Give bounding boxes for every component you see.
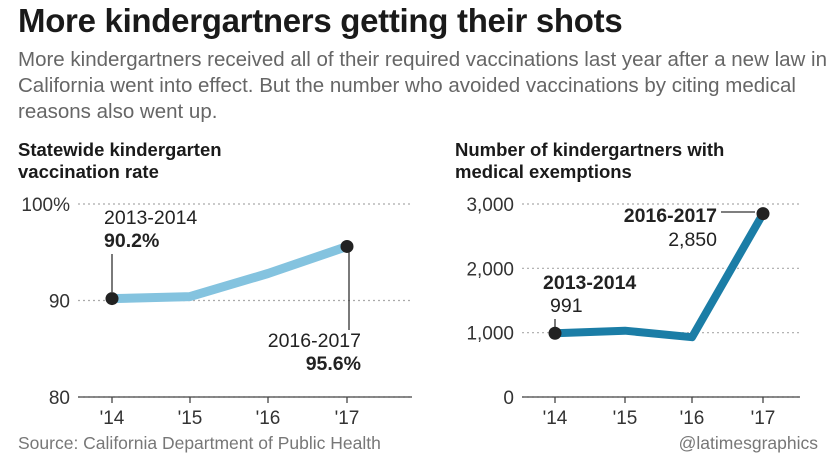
exemptions-annotation-label: 2013-2014 (543, 272, 636, 294)
rate-annotation-label: 2013-2014 (104, 207, 197, 229)
medical-exemptions-chart: 0 1,000 2,000 3,000 '14 '15 '16 '17 2013-2014991… (466, 195, 800, 429)
rate-x-tick-label: '16 (256, 408, 281, 429)
exemptions-annotation-value: 991 (550, 295, 583, 317)
left-chart-title: Statewide kindergarten vaccination rate (18, 139, 222, 183)
exemptions-x-tick-label: '16 (680, 408, 705, 429)
rate-annotation-value: 90.2% (104, 230, 159, 252)
exemptions-x-tick-label: '14 (543, 408, 568, 429)
rate-x-tick-label: '14 (100, 408, 125, 429)
exemptions-series-line (554, 211, 767, 342)
exemptions-y-tick-label: 1,000 (466, 324, 514, 345)
rate-y-tick-label: 90 (49, 292, 70, 313)
rate-x-tick-label: '15 (178, 408, 203, 429)
exemptions-y-tick-label: 3,000 (466, 195, 514, 216)
exemptions-y-tick-label: 2,000 (466, 259, 514, 280)
right-chart-title-line-2: medical exemptions (455, 161, 632, 182)
rate-x-tick-label: '17 (335, 408, 360, 429)
rate-data-point (340, 239, 354, 253)
right-chart-title-line-1: Number of kindergartners with (455, 139, 725, 160)
rate-data-point (105, 292, 119, 306)
left-chart-title-line-2: vaccination rate (18, 161, 159, 182)
exemptions-y-tick-label: 0 (503, 388, 514, 409)
exemptions-data-point (548, 326, 562, 340)
rate-y-tick-label: 100% (21, 195, 70, 216)
rate-annotation-value: 95.6% (306, 353, 361, 375)
rate-y-tick-label: 80 (49, 388, 70, 409)
exemptions-x-tick-label: '15 (613, 408, 638, 429)
exemptions-annotation-value: 2,850 (668, 229, 717, 251)
right-chart-title: Number of kindergartners with medical ex… (455, 139, 724, 183)
rate-series-line (111, 242, 349, 304)
exemptions-x-tick-label: '17 (751, 408, 776, 429)
exemptions-data-point (756, 207, 770, 221)
credit-line: @latimesgraphics (678, 433, 818, 453)
headline: More kindergartners getting their shots (18, 2, 623, 39)
exemptions-annotation-label: 2016-2017 (624, 205, 717, 227)
dek: More kindergartners received all of thei… (18, 48, 827, 123)
left-chart-title-line-1: Statewide kindergarten (18, 139, 222, 160)
source-note: Source: California Department of Public … (18, 433, 381, 453)
rate-annotation-label: 2016-2017 (268, 330, 361, 352)
